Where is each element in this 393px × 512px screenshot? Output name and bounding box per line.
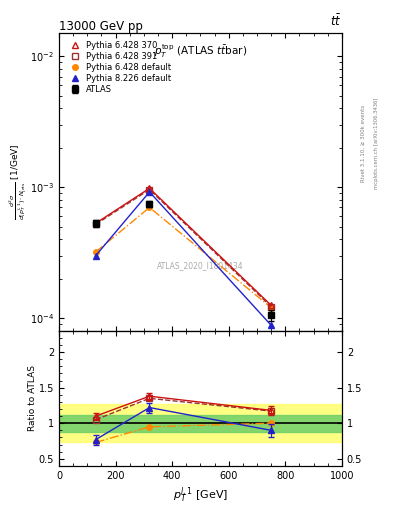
Legend: Pythia 6.428 370, Pythia 6.428 391, Pythia 6.428 default, Pythia 8.226 default, : Pythia 6.428 370, Pythia 6.428 391, Pyth… bbox=[64, 39, 173, 96]
Text: 13000 GeV pp: 13000 GeV pp bbox=[59, 20, 143, 33]
Pythia 8.226 default bbox=[94, 252, 98, 259]
Pythia 6.428 370 bbox=[94, 220, 98, 226]
Bar bbox=[59, 415, 342, 432]
Text: mcplots.cern.ch [arXiv:1306.3436]: mcplots.cern.ch [arXiv:1306.3436] bbox=[374, 98, 379, 189]
X-axis label: $p_T^{l,1}$ [GeV]: $p_T^{l,1}$ [GeV] bbox=[173, 486, 228, 506]
Text: $t\bar{t}$: $t\bar{t}$ bbox=[331, 13, 342, 29]
Y-axis label: $\frac{d^2\sigma}{d(p_T^{l,1})\cdot N_\mathrm{jets}}$ [1/GeV]: $\frac{d^2\sigma}{d(p_T^{l,1})\cdot N_\m… bbox=[7, 144, 29, 220]
Bar bbox=[59, 404, 342, 442]
Pythia 8.226 default bbox=[269, 322, 274, 328]
Pythia 6.428 default bbox=[147, 204, 152, 210]
Line: Pythia 8.226 default: Pythia 8.226 default bbox=[92, 188, 275, 329]
Text: ATLAS_2020_I1801434: ATLAS_2020_I1801434 bbox=[157, 261, 244, 270]
Line: Pythia 6.428 391: Pythia 6.428 391 bbox=[92, 186, 275, 310]
Pythia 6.428 370 bbox=[147, 185, 152, 191]
Y-axis label: Ratio to ATLAS: Ratio to ATLAS bbox=[28, 366, 37, 431]
Pythia 8.226 default bbox=[147, 189, 152, 195]
Pythia 6.428 391 bbox=[269, 304, 274, 310]
Line: Pythia 6.428 370: Pythia 6.428 370 bbox=[92, 185, 275, 309]
Pythia 6.428 default bbox=[269, 305, 274, 311]
Line: Pythia 6.428 default: Pythia 6.428 default bbox=[93, 205, 274, 310]
Text: $p_T^\mathrm{top}$ (ATLAS $t\bar{t}$bar): $p_T^\mathrm{top}$ (ATLAS $t\bar{t}$bar) bbox=[154, 42, 247, 60]
Pythia 6.428 370 bbox=[269, 302, 274, 308]
Pythia 6.428 default bbox=[94, 249, 98, 255]
Text: Rivet 3.1.10, ≥ 300k events: Rivet 3.1.10, ≥ 300k events bbox=[361, 105, 366, 182]
Pythia 6.428 391 bbox=[94, 221, 98, 227]
Pythia 6.428 391 bbox=[147, 186, 152, 193]
